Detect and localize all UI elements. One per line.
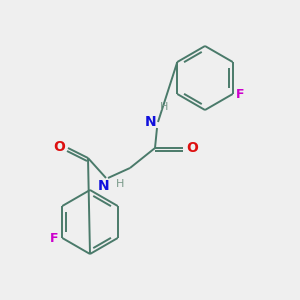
Text: O: O [186, 141, 198, 155]
Text: N: N [98, 179, 109, 193]
Text: F: F [236, 88, 244, 100]
Text: F: F [50, 232, 58, 244]
Text: H: H [116, 179, 124, 189]
Text: H: H [160, 102, 168, 112]
Text: O: O [53, 140, 65, 154]
Text: N: N [144, 115, 156, 129]
